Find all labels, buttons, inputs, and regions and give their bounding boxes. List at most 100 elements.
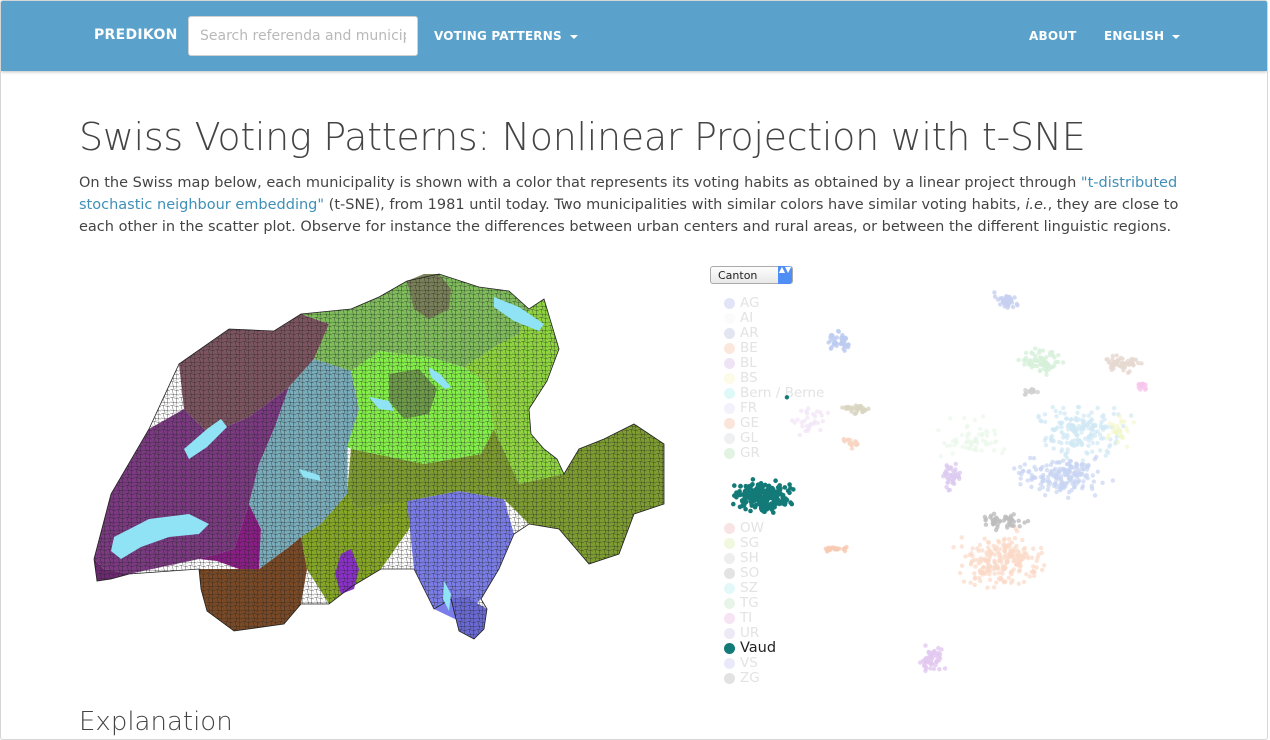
tsne-point	[992, 558, 997, 563]
search-input[interactable]	[188, 16, 418, 56]
tsne-point	[1085, 422, 1090, 428]
legend-dot	[724, 523, 735, 534]
tsne-point	[968, 580, 973, 585]
tsne-point	[972, 571, 977, 576]
tsne-point	[1111, 411, 1116, 417]
tsne-point	[1056, 460, 1061, 465]
tsne-point	[1022, 520, 1027, 525]
tsne-point	[1069, 426, 1075, 431]
tsne-point	[1026, 362, 1032, 367]
tsne-point	[1005, 301, 1010, 306]
tsne-point	[1069, 477, 1074, 482]
tsne-point	[1126, 362, 1131, 367]
tsne-point-vaud	[757, 491, 763, 496]
brand-logo[interactable]: PREDIKON	[94, 27, 178, 43]
tsne-point	[1017, 556, 1023, 561]
tsne-point	[998, 302, 1003, 307]
tsne-point-vaud	[780, 495, 785, 500]
tsne-point	[1052, 472, 1057, 477]
legend-label: GE	[740, 415, 759, 431]
tsne-point	[1124, 444, 1130, 449]
tsne-point	[844, 544, 849, 550]
tsne-point	[819, 413, 824, 418]
tsne-point	[1014, 553, 1019, 558]
tsne-point	[1016, 357, 1021, 363]
tsne-point	[1029, 484, 1034, 490]
tsne-point	[969, 442, 974, 447]
tsne-point	[1012, 295, 1017, 300]
tsne-point	[1066, 422, 1071, 428]
legend-dot	[724, 358, 735, 369]
tsne-point-vaud	[782, 485, 788, 490]
about-link[interactable]: ABOUT	[1029, 29, 1077, 43]
legend-dot	[724, 583, 735, 594]
tsne-point	[978, 570, 983, 576]
tsne-point	[1001, 447, 1007, 452]
tsne-point	[1043, 435, 1049, 441]
tsne-point	[1104, 448, 1110, 454]
tsne-point	[980, 431, 985, 436]
tsne-point	[1016, 518, 1021, 523]
tsne-point-vaud	[738, 483, 743, 489]
legend-dot	[724, 568, 735, 579]
tsne-point	[982, 536, 987, 541]
tsne-point	[999, 559, 1004, 565]
tsne-point	[1028, 455, 1033, 461]
swiss-municipality-map[interactable]	[89, 269, 669, 644]
tsne-point	[992, 571, 997, 576]
tsne-point	[1050, 353, 1056, 358]
tsne-point	[992, 428, 997, 433]
tsne-point	[1058, 410, 1063, 415]
tsne-point	[1086, 443, 1091, 448]
tsne-point	[1080, 425, 1085, 430]
tsne-point	[850, 441, 855, 446]
tsne-link[interactable]: "t-distributed stochastic neighbour embe…	[79, 175, 1178, 213]
tsne-point-vaud	[752, 504, 758, 510]
tsne-point	[993, 564, 998, 569]
tsne-point	[850, 406, 855, 412]
tsne-point	[1090, 424, 1095, 429]
tsne-point	[1043, 419, 1048, 425]
tsne-point	[1014, 543, 1019, 549]
legend-dot	[724, 643, 735, 654]
tsne-point	[983, 522, 989, 527]
tsne-point	[1106, 432, 1111, 438]
tsne-point	[1038, 466, 1043, 471]
tsne-point	[944, 484, 949, 490]
tsne-point-vaud	[750, 477, 756, 482]
tsne-point	[1114, 429, 1120, 434]
tsne-point	[997, 553, 1002, 558]
tsne-point	[1044, 355, 1049, 360]
lakes	[111, 297, 544, 611]
group-by-select[interactable]: Canton ▲▼	[710, 266, 793, 284]
tsne-point	[946, 488, 951, 493]
tsne-point	[857, 404, 862, 409]
tsne-point	[820, 419, 825, 424]
tsne-point	[1036, 350, 1042, 355]
voting-patterns-dropdown[interactable]: VOTING PATTERNS	[434, 29, 578, 43]
tsne-point	[1043, 443, 1049, 448]
tsne-point	[1053, 481, 1058, 487]
tsne-point	[918, 660, 923, 665]
tsne-point	[847, 406, 852, 411]
tsne-point	[1074, 462, 1080, 467]
language-dropdown[interactable]: ENGLISH	[1104, 29, 1181, 43]
tsne-point-vaud	[760, 500, 766, 505]
tsne-point	[992, 294, 998, 299]
tsne-point	[973, 564, 978, 569]
tsne-point	[1015, 562, 1021, 568]
tsne-point	[1073, 478, 1078, 484]
tsne-point	[1110, 353, 1115, 359]
tsne-point	[1032, 475, 1037, 480]
tsne-point	[1017, 524, 1022, 529]
tsne-scatter-plot[interactable]	[701, 281, 1171, 691]
tsne-point	[963, 554, 968, 559]
legend-label: VS	[740, 655, 758, 671]
tsne-point	[1060, 458, 1066, 463]
tsne-point	[963, 440, 968, 445]
tsne-point	[1031, 564, 1036, 569]
tsne-point	[1055, 474, 1060, 479]
tsne-point	[1015, 303, 1020, 308]
tsne-point	[1046, 483, 1051, 489]
tsne-point	[1017, 567, 1022, 573]
